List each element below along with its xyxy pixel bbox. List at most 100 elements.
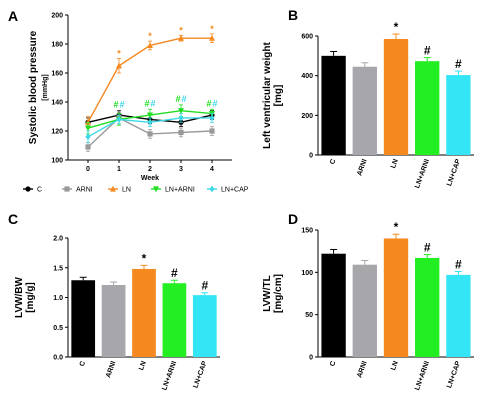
panel-c-bar-chart: C 0.0 0.5 1.0 1.5 2.0 LVW/BW [mg/g] C ARNI * LN # LN+…: [8, 211, 220, 391]
bar-group-ln-arni: # LN+ARNI: [161, 266, 187, 391]
y-axis-unit: [mmHg]: [42, 74, 49, 100]
y-tick-label: 150: [301, 228, 313, 235]
significance-mark: #: [175, 94, 180, 104]
bar-group-c: C: [321, 50, 346, 165]
bar-ln: [132, 268, 156, 357]
legend-item-ln: LN: [108, 185, 131, 194]
significance-mark: *: [179, 25, 183, 35]
data-point: [178, 108, 184, 114]
y-axis-unit: [mg]: [273, 85, 284, 107]
y-axis-title: Left ventricular weight: [262, 41, 273, 148]
category-label: ARNI: [356, 158, 368, 177]
significance-mark: #: [212, 98, 217, 108]
significance-mark: *: [394, 220, 399, 234]
bar-group-ln: * LN: [132, 251, 156, 371]
bar-c: [321, 253, 346, 357]
legend-label: LN+ARNI: [165, 187, 195, 194]
category-label: LN+CAP: [446, 158, 462, 187]
legend-marker: [153, 186, 159, 193]
bar-group-arni: ARNI: [352, 259, 377, 379]
bar-group-ln: * LN: [383, 20, 409, 169]
significance-mark: #: [206, 98, 211, 108]
legend-marker: [25, 186, 31, 192]
significance-mark: #: [113, 100, 118, 110]
bar-ln-arni: [162, 283, 187, 357]
y-axis-title: LVW/TL: [262, 275, 273, 311]
category-label: LN+ARNI: [414, 158, 431, 189]
significance-mark: #: [424, 44, 431, 58]
category-label: LN+ARNI: [414, 360, 431, 391]
panel-letter-a: A: [8, 8, 18, 24]
series-ln: [85, 33, 215, 129]
bar-group-ln-arni: # LN+ARNI: [414, 241, 440, 391]
x-tick-label: 1: [117, 166, 121, 173]
bar-c: [321, 55, 346, 156]
y-tick-label: 600: [301, 34, 313, 41]
y-axis-unit: [mg/cm]: [273, 274, 284, 313]
legend-label: LN: [122, 187, 131, 194]
bar-ln-arni: [415, 61, 440, 155]
bar-arni: [352, 264, 377, 357]
y-tick-label: 1.5: [53, 265, 63, 272]
legend-label: C: [37, 187, 42, 194]
bar-ln-cap: [446, 75, 471, 155]
y-tick-label: 100: [51, 158, 63, 165]
x-tick-label: 3: [179, 166, 183, 173]
x-tick-label: 4: [210, 166, 214, 173]
category-label: C: [329, 360, 337, 367]
data-point: [147, 131, 153, 137]
category-label: LN: [390, 360, 400, 371]
y-tick-label: 0: [309, 355, 313, 362]
data-point: [178, 114, 184, 122]
y-tick-label: 100: [301, 270, 313, 277]
x-tick-label: 0: [86, 166, 90, 173]
y-axis-unit: [mg/g]: [25, 282, 36, 313]
category-label: ARNI: [105, 360, 117, 379]
significance-mark: *: [117, 49, 121, 59]
bar-group-ln-arni: # LN+ARNI: [414, 44, 440, 189]
significance-mark: #: [424, 241, 431, 255]
panel-letter-d: D: [288, 211, 298, 227]
significance-mark: #: [171, 266, 178, 280]
data-point: [209, 114, 215, 122]
significance-mark: #: [119, 100, 124, 110]
panel-letter-c: C: [8, 211, 18, 227]
y-tick-label: 0: [309, 153, 313, 160]
significance-mark: #: [455, 57, 462, 71]
category-label: LN: [390, 158, 400, 169]
significance-mark: *: [210, 24, 214, 34]
y-tick-label: 160: [51, 71, 63, 78]
bar-ln-arni: [415, 257, 440, 357]
legend-item-c: C: [23, 186, 42, 194]
bar-c: [71, 280, 96, 357]
bar-ln: [383, 38, 409, 155]
y-tick-label: 200: [51, 13, 63, 20]
significance-mark: *: [142, 251, 147, 265]
line-chart-legend: C ARNI LN LN+ARNI LN+CAP: [23, 185, 249, 194]
y-tick-label: 2.0: [53, 236, 63, 243]
legend-label: LN+CAP: [221, 187, 249, 194]
y-tick-label: 0.5: [53, 325, 63, 332]
bar-group-ln-cap: # LN+CAP: [446, 257, 471, 389]
significance-mark: *: [148, 31, 152, 41]
category-label: C: [329, 158, 337, 165]
panel-a-line-chart: A 100 120 140 160 180 200 0 1 2 3 4 Week Systolic blo…: [8, 8, 232, 182]
data-point: [147, 42, 153, 49]
series-ln-cap: [85, 113, 215, 144]
bar-ln: [383, 238, 409, 357]
y-tick-label: 140: [51, 100, 63, 107]
bar-ln-cap: [192, 295, 217, 357]
legend-marker: [209, 185, 215, 193]
category-label: LN+CAP: [192, 360, 208, 389]
category-label: ARNI: [356, 360, 368, 379]
significance-mark: #: [150, 98, 155, 108]
y-tick-label: 400: [301, 73, 313, 80]
legend-item-arni: ARNI: [62, 186, 93, 194]
x-tick-label: 2: [148, 166, 152, 173]
category-label: LN+ARNI: [161, 360, 178, 391]
legend-item-ln-arni: LN+ARNI: [151, 186, 195, 194]
category-label: LN: [138, 360, 148, 371]
significance-mark: #: [455, 257, 462, 271]
